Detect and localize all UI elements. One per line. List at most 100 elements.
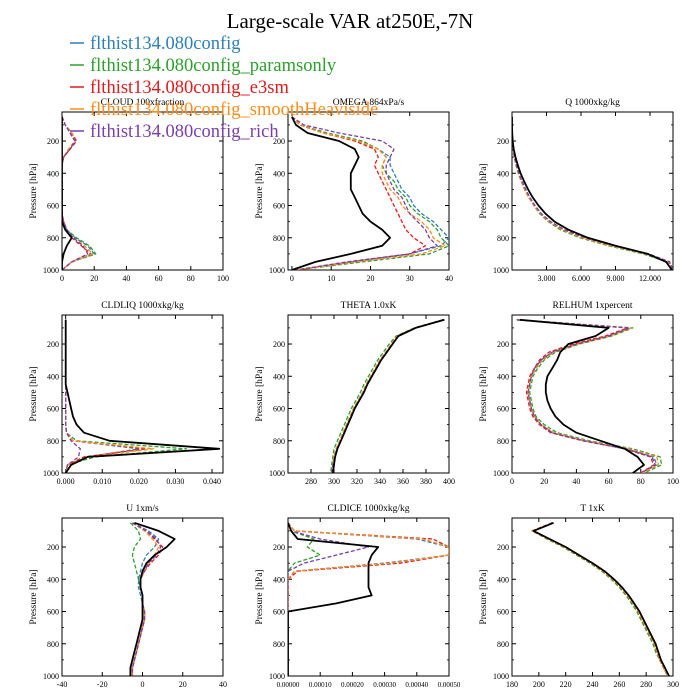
panel-title: CLDICE 1000xkg/kg (327, 504, 409, 514)
y-tick-label: 400 (497, 372, 509, 381)
x-tick-label: 300 (328, 477, 340, 486)
x-tick-label: 12.000 (639, 274, 661, 283)
series-line-5 (512, 116, 673, 270)
series-line-5 (532, 521, 670, 676)
x-tick-label: 3.000 (538, 274, 556, 283)
panel-title: RELHUM 1xpercent (553, 301, 633, 311)
series-line-2 (531, 522, 669, 676)
x-tick-label: 0.000 (57, 477, 75, 486)
series-group (516, 318, 663, 473)
legend-label: flthist134.080config_smoothHeaviside (90, 100, 378, 120)
series-group (512, 116, 673, 270)
x-tick-label: 20 (90, 274, 98, 283)
y-tick-label: 1000 (269, 266, 285, 275)
x-tick-label: 340 (374, 477, 386, 486)
series-line-2 (331, 319, 444, 473)
series-line-3 (531, 522, 669, 676)
x-tick-label: 100 (667, 477, 679, 486)
y-tick-label: 800 (273, 234, 285, 243)
plot-frame (511, 517, 674, 677)
panel-3: CLDLIQ 1000xkg/kg Pressure [hPa] 200 400 600… (29, 301, 224, 486)
y-tick-label: 1000 (43, 266, 59, 275)
series-line-1 (291, 116, 449, 270)
plot-frame (511, 314, 674, 474)
x-tick-label: 0.00000 (277, 681, 300, 689)
x-tick-label: 0.040 (203, 477, 221, 486)
series-line-4 (291, 116, 438, 270)
y-axis-label: Pressure [hPa] (29, 366, 39, 421)
series-line-2 (512, 116, 673, 270)
x-tick-label: 220 (560, 680, 572, 689)
plot-frame (287, 314, 450, 474)
y-tick-label: 1000 (493, 266, 509, 275)
y-tick-label: 600 (47, 608, 59, 617)
panel-4: THETA 1.0xK Pressure [hPa] 200 400 600 800 100… (255, 301, 455, 486)
panel-title: U 1xm/s (126, 504, 159, 514)
x-tick-label: 0.010 (93, 477, 111, 486)
x-tick-label: -40 (57, 680, 68, 689)
x-tick-label: 80 (187, 274, 195, 283)
x-tick-label: 380 (420, 477, 432, 486)
plot-frame (511, 111, 674, 271)
y-tick-label: 200 (47, 137, 59, 146)
x-tick-label: 260 (613, 680, 625, 689)
y-axis-label: Pressure [hPa] (29, 163, 39, 218)
y-tick-label: 600 (47, 202, 59, 211)
x-tick-label: 0.00010 (309, 681, 332, 689)
x-tick-label: 0 (290, 274, 294, 283)
x-tick-label: 0 (510, 477, 514, 486)
panel-title: Q 1000xkg/kg (565, 98, 620, 108)
x-tick-label: -20 (97, 680, 108, 689)
x-tick-label: 40 (445, 274, 453, 283)
legend-label: flthist134.080config_rich (90, 122, 279, 142)
series-line-3 (512, 116, 673, 270)
y-tick-label: 200 (497, 543, 509, 552)
y-axis-label: Pressure [hPa] (479, 366, 489, 421)
series-line-1 (329, 319, 444, 473)
x-tick-label: 80 (637, 477, 645, 486)
x-tick-label: 0.020 (130, 477, 148, 486)
y-tick-label: 400 (273, 169, 285, 178)
panel-title: CLDLIQ 1000xkg/kg (101, 301, 184, 311)
series-line-0 (131, 522, 160, 676)
y-tick-label: 400 (497, 169, 509, 178)
series-line-0 (291, 116, 449, 270)
x-tick-label: 0 (141, 680, 145, 689)
legend-label: flthist134.080config_paramsonly (90, 56, 337, 76)
x-tick-label: 40 (572, 477, 580, 486)
y-tick-label: 400 (273, 372, 285, 381)
x-tick-label: 30 (406, 274, 414, 283)
series-line-0 (331, 319, 444, 473)
y-axis-label: Pressure [hPa] (255, 366, 265, 421)
series-line-1 (62, 116, 97, 270)
x-tick-label: 100 (217, 274, 229, 283)
plot-frame (287, 111, 450, 271)
series-line-4 (512, 116, 673, 270)
y-tick-label: 600 (497, 202, 509, 211)
y-tick-label: 800 (497, 640, 509, 649)
x-tick-label: 360 (397, 477, 409, 486)
legend-label: flthist134.080config (90, 34, 241, 54)
series-line-5 (62, 116, 73, 270)
y-axis-label: Pressure [hPa] (255, 569, 265, 624)
series-line-5 (64, 319, 221, 473)
panel-2: Q 1000xkg/kg Pressure [hPa] 200 400 600 800 10… (479, 98, 674, 283)
x-tick-label: 0 (60, 274, 64, 283)
series-line-2 (131, 522, 164, 676)
y-tick-label: 400 (47, 575, 59, 584)
y-axis-label: Pressure [hPa] (479, 569, 489, 624)
y-tick-label: 600 (273, 405, 285, 414)
series-group (329, 318, 445, 473)
series-line-4 (131, 522, 162, 676)
series-group (531, 521, 670, 676)
y-tick-label: 400 (497, 575, 509, 584)
series-line-4 (288, 522, 370, 676)
x-tick-label: 400 (443, 477, 455, 486)
y-tick-label: 600 (273, 608, 285, 617)
y-tick-label: 200 (47, 340, 59, 349)
y-tick-label: 800 (497, 437, 509, 446)
